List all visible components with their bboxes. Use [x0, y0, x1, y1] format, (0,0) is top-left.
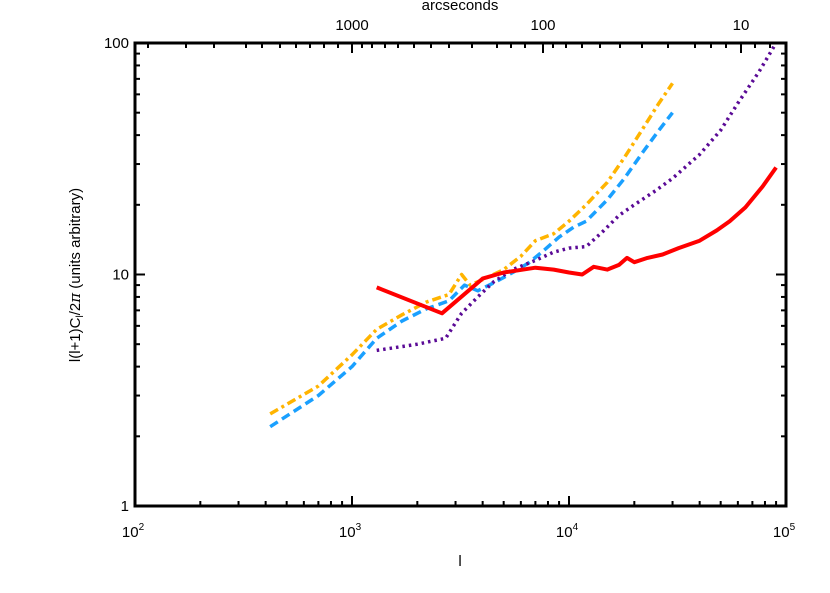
top-tick-label: 10	[733, 17, 750, 34]
top-tick-label: 100	[530, 17, 555, 34]
y-tick-label: 100	[104, 35, 129, 52]
series-dashdot-line	[269, 82, 674, 416]
x-tick-label: 104	[556, 522, 579, 541]
x-tick-label: 105	[773, 522, 796, 541]
y-tick-label: 1	[121, 498, 129, 515]
axis-labels: 1000 100 10 102 103 104 105 1 10 100	[104, 17, 796, 541]
series-dotted-line	[376, 42, 778, 353]
x-tick-label: 102	[122, 522, 145, 541]
y-axis-title: l(l+1)Cl/2π (units arbitrary)	[66, 188, 86, 362]
series-solid-line	[375, 166, 778, 316]
series-lines	[269, 42, 778, 429]
y-tick-label: 10	[112, 267, 129, 284]
top-axis-title: arcseconds	[422, 0, 499, 14]
top-tick-label: 1000	[335, 17, 368, 34]
x-tick-label: 103	[339, 522, 362, 541]
axis-ticks	[134, 43, 786, 507]
x-axis-title: l	[458, 553, 461, 570]
